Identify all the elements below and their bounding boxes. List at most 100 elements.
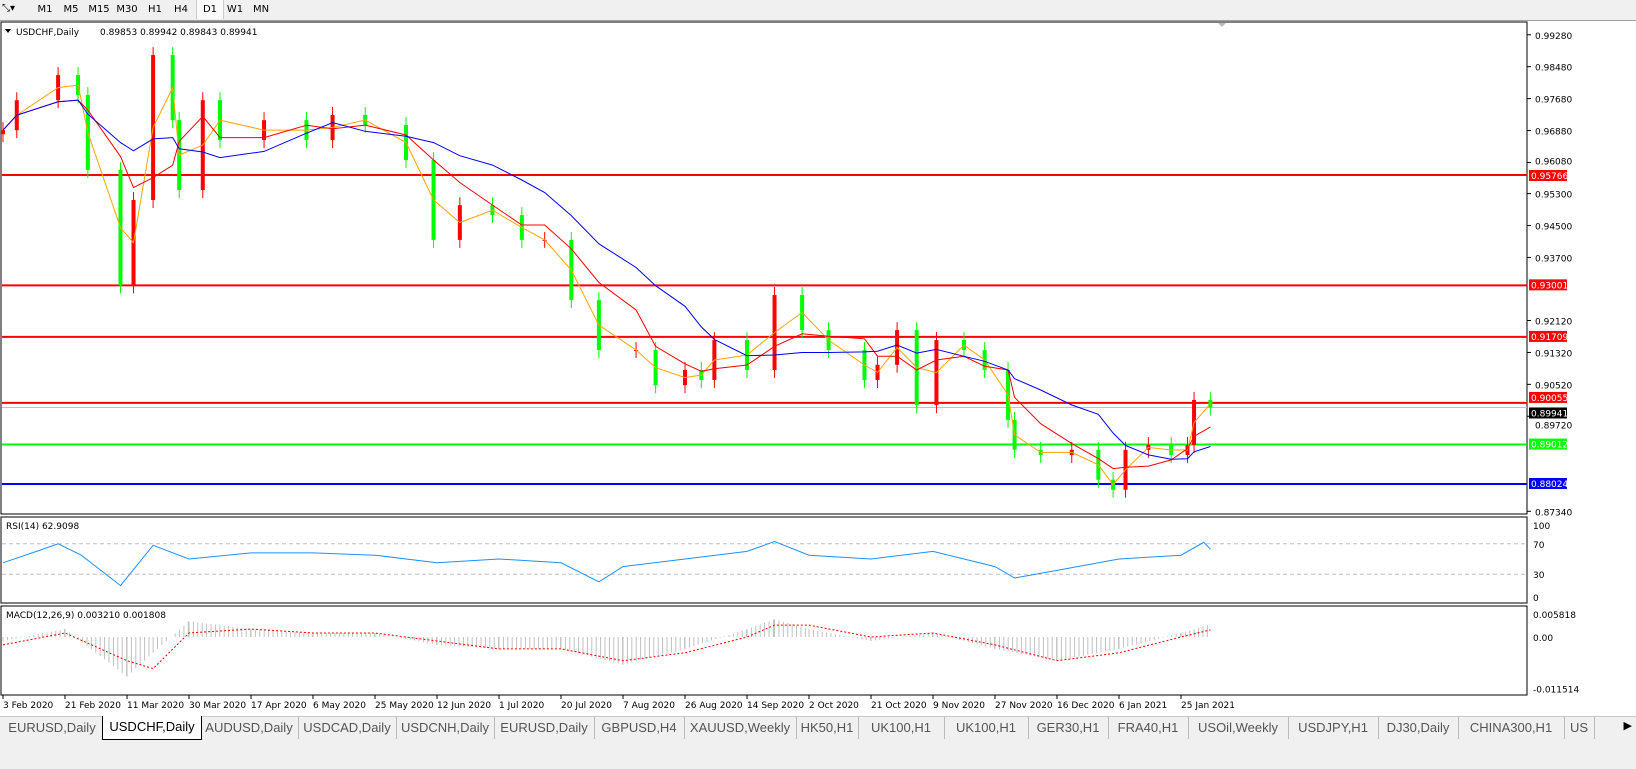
line-tool-icon[interactable]: ⤡▾	[2, 3, 16, 14]
price-line-label: 0.90055	[1531, 394, 1568, 404]
date-tick-label: 2 Oct 2020	[809, 701, 859, 711]
date-tick-label: 16 Dec 2020	[1057, 701, 1115, 711]
shift-marker-icon	[1218, 23, 1226, 27]
price-chart[interactable]: 0.99280 0.98480 0.97680 0.96880 0.96080 0.953…	[0, 21, 1636, 715]
timeframe-h4[interactable]: H4	[174, 4, 188, 15]
price-tick-label: 0.93700	[1535, 254, 1572, 264]
candle-body	[1, 130, 5, 135]
price-line-label: 0.95766	[1531, 172, 1568, 182]
price-tick-label: 0.99280	[1535, 32, 1572, 42]
date-tick-label: 7 Aug 2020	[623, 701, 675, 711]
price-tick-label: 0.97680	[1535, 96, 1572, 106]
main-pane	[0, 21, 1528, 515]
price-tick-label: 0.92120	[1535, 318, 1572, 328]
chart-tab[interactable]: AUDUSD,Daily	[200, 717, 299, 739]
tab-scroll-right-button[interactable]: ▶	[1623, 719, 1632, 732]
timeframe-h1[interactable]: H1	[148, 4, 162, 15]
macd-tick-label: 0.00	[1533, 634, 1553, 644]
chart-tab[interactable]: UK100,H1	[944, 717, 1029, 739]
macd-signal-line	[2, 624, 1211, 670]
date-tick-label: 11 Mar 2020	[127, 701, 184, 711]
date-tick-label: 30 Mar 2020	[189, 701, 246, 711]
date-tick-label: 17 Apr 2020	[251, 701, 307, 711]
chart-tab[interactable]: US	[1564, 717, 1595, 739]
price-tick-label: 0.90520	[1535, 381, 1572, 391]
price-tick-label: 0.96080	[1535, 157, 1572, 167]
moving-average-line	[2, 99, 1211, 460]
timeframe-w1[interactable]: W1	[226, 4, 244, 15]
timeframe-m30[interactable]: M30	[116, 4, 138, 15]
chart-tab[interactable]: USDCNH,Daily	[396, 717, 495, 739]
price-tick-label: 0.96880	[1535, 128, 1572, 138]
moving-average-line	[2, 99, 1211, 470]
chart-tab[interactable]: EURUSD,Daily	[494, 717, 595, 739]
macd-pane	[0, 605, 1528, 696]
date-tick-label: 25 Jan 2021	[1181, 701, 1235, 711]
price-tick-label: 0.94500	[1535, 223, 1572, 233]
price-label-bg	[1529, 477, 1567, 489]
price-tick-label: 0.91320	[1535, 349, 1572, 359]
chart-tab[interactable]: DJ30,Daily	[1378, 717, 1459, 739]
chart-tab[interactable]: XAUUSD,Weekly	[684, 717, 797, 739]
moving-average-line	[2, 84, 1211, 486]
price-label-bg	[1529, 279, 1567, 291]
rsi-pane	[0, 516, 1528, 604]
price-line-label: 0.91709	[1531, 333, 1568, 343]
macd-tick-label: 0.005818	[1533, 611, 1576, 621]
price-line-label: 0.89012	[1531, 441, 1568, 451]
date-tick-label: 6 May 2020	[313, 701, 366, 711]
timeframe-m5[interactable]: M5	[63, 4, 79, 15]
chart-title: USDCHF,Daily	[16, 28, 80, 38]
chart-tab[interactable]: USDCHF,Daily	[102, 716, 202, 740]
date-tick-label: 20 Jul 2020	[561, 701, 612, 711]
rsi-line	[2, 540, 1211, 587]
date-tick-label: 21 Oct 2020	[871, 701, 927, 711]
timeframe-mn[interactable]: MN	[252, 4, 270, 15]
current-price-bg	[1529, 407, 1567, 419]
collapse-triangle-icon[interactable]	[5, 29, 11, 33]
rsi-tick-label: 30	[1533, 571, 1545, 581]
price-tick-label: 0.87340	[1535, 508, 1572, 518]
date-tick-label: 26 Aug 2020	[685, 701, 743, 711]
price-label-bg	[1529, 170, 1567, 181]
chart-tab[interactable]: USOil,Weekly	[1188, 717, 1289, 739]
date-tick-label: 6 Jan 2021	[1119, 701, 1167, 711]
current-price-label: 0.89941	[1531, 409, 1568, 419]
price-tick-label: 0.89720	[1535, 421, 1572, 431]
macd-label: MACD(12,26,9) 0.003210 0.001808	[6, 611, 166, 621]
price-line-label: 0.88024	[1531, 480, 1568, 490]
rsi-tick-label: 100	[1533, 522, 1550, 532]
ohlc-readout: 0.89853 0.89942 0.89843 0.89941	[100, 28, 257, 38]
macd-tick-label: -0.011514	[1533, 686, 1579, 696]
chart-tab[interactable]: FRA40,H1	[1108, 717, 1189, 739]
chart-tab[interactable]: EURUSD,Daily	[2, 717, 103, 739]
date-tick-label: 14 Sep 2020	[747, 701, 804, 711]
rsi-tick-label: 70	[1533, 541, 1545, 551]
date-tick-label: 21 Feb 2020	[65, 701, 121, 711]
price-label-bg	[1529, 391, 1567, 403]
chart-tab[interactable]: GBPUSD,H4	[594, 717, 685, 739]
price-tick-label: 0.98480	[1535, 64, 1572, 74]
rsi-tick-label: 0	[1533, 594, 1539, 604]
timeframe-d1[interactable]: D1	[196, 0, 224, 19]
rsi-label: RSI(14) 62.9098	[6, 522, 79, 532]
date-tick-label: 1 Jul 2020	[499, 701, 544, 711]
price-label-bg	[1529, 330, 1567, 342]
date-tick-label: 3 Feb 2020	[3, 701, 54, 711]
price-tick-label: 0.95300	[1535, 191, 1572, 201]
date-tick-label: 12 Jun 2020	[437, 701, 491, 711]
price-line-label: 0.93001	[1531, 281, 1568, 291]
date-tick-label: 25 May 2020	[375, 701, 434, 711]
date-tick-label: 9 Nov 2020	[933, 701, 985, 711]
timeframe-m1[interactable]: M1	[37, 4, 53, 15]
chart-tab[interactable]: UK100,H1	[858, 717, 945, 739]
chart-tab[interactable]: GER30,H1	[1028, 717, 1109, 739]
date-tick-label: 27 Nov 2020	[995, 701, 1053, 711]
timeframe-toolbar: ⤡▾ M1 M5 M15 M30 H1 H4 D1 W1 MN	[0, 0, 1636, 21]
timeframe-m15[interactable]: M15	[88, 4, 110, 15]
chart-tab[interactable]: USDCAD,Daily	[298, 717, 397, 739]
chart-tab[interactable]: HK50,H1	[796, 717, 859, 739]
price-label-bg	[1529, 438, 1567, 450]
chart-tab[interactable]: USDJPY,H1	[1288, 717, 1379, 739]
chart-tab[interactable]: CHINA300,H1	[1458, 717, 1565, 739]
